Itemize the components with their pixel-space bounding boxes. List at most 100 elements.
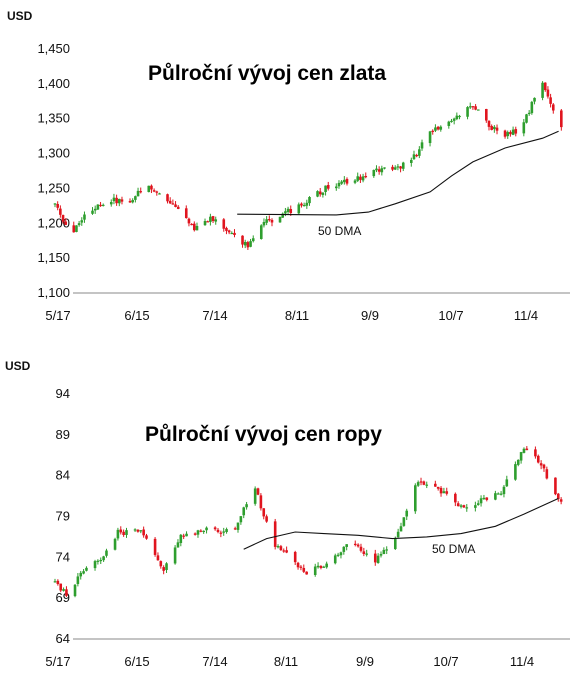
candle-body: [259, 495, 263, 509]
candle-body: [242, 507, 246, 516]
gold-dma-label: 50 DMA: [318, 224, 361, 238]
x-tick-label: 5/17: [45, 654, 70, 669]
oil-dma-line: [243, 497, 559, 550]
candle-body: [401, 162, 405, 169]
candle-body: [325, 563, 328, 568]
candle-body: [302, 205, 306, 207]
candle-body: [202, 530, 205, 533]
candle-body: [79, 572, 83, 577]
candle-body: [116, 529, 120, 539]
candle-body: [62, 589, 65, 591]
oil-chart: USD 64 69 74 79 84 89 94 5/17 6/15 7/14 8/11 9/9 10…: [5, 359, 570, 669]
candle-body: [391, 166, 394, 170]
candle-body: [300, 203, 303, 206]
candle-body: [373, 553, 377, 563]
candle-body: [316, 565, 320, 568]
candle-body: [551, 104, 555, 111]
candle-body: [165, 563, 168, 571]
candle-body: [383, 167, 386, 169]
y-tick-label: 84: [56, 468, 70, 483]
candle-body: [554, 477, 557, 495]
candle-body: [482, 497, 486, 500]
candle-body: [428, 131, 432, 144]
candle-body: [253, 488, 257, 504]
candle-body: [416, 482, 420, 486]
candle-body: [196, 530, 200, 535]
candle-body: [525, 448, 529, 451]
candle-body: [162, 567, 165, 571]
candle-body: [522, 122, 526, 134]
candle-body: [420, 142, 424, 149]
candle-body: [399, 526, 403, 532]
candle-body: [105, 550, 108, 556]
candle-body: [59, 583, 63, 591]
candle-body: [326, 185, 330, 189]
candle-body: [152, 190, 156, 192]
candle-body: [495, 127, 499, 131]
candle-body: [213, 527, 217, 530]
y-tick-label: 1,250: [37, 180, 70, 195]
candle-body: [233, 528, 237, 530]
x-tick-label: 7/14: [202, 654, 227, 669]
candle-body: [122, 531, 125, 536]
candle-body: [187, 218, 191, 224]
candle-body: [412, 154, 416, 160]
candle-body: [490, 126, 493, 130]
oil-dma-label: 50 DMA: [432, 542, 475, 556]
candle-body: [289, 208, 293, 214]
candle-body: [494, 493, 497, 500]
candle-body: [153, 538, 157, 555]
candle-body: [305, 571, 308, 575]
candle-body: [113, 538, 117, 550]
candle-body: [281, 213, 285, 218]
candle-body: [279, 546, 283, 551]
candle-body: [209, 216, 212, 222]
candle-body: [302, 567, 306, 572]
candle-body: [299, 566, 303, 568]
candle-body: [136, 529, 140, 532]
candle-body: [195, 225, 199, 231]
candle-body: [505, 479, 509, 487]
candle-body: [509, 131, 512, 135]
candle-body: [502, 486, 506, 495]
candle-body: [493, 126, 496, 130]
candle-body: [262, 222, 266, 226]
candle-body: [174, 204, 177, 207]
candle-body: [556, 493, 560, 500]
candle-body: [514, 129, 518, 134]
x-tick-label: 9/9: [356, 654, 374, 669]
candle-body: [339, 552, 343, 556]
candle-body: [150, 185, 153, 190]
oil-x-tick-labels: 5/17 6/15 7/14 8/11 9/9 10/7 11/4: [45, 654, 534, 669]
y-tick-label: 1,450: [37, 41, 70, 56]
candle-body: [64, 221, 68, 225]
candle-body: [487, 120, 491, 127]
candle-body: [458, 115, 461, 118]
candle-body: [442, 491, 446, 494]
candle-body: [316, 191, 319, 197]
y-tick-label: 1,350: [37, 111, 70, 126]
candle-body: [393, 538, 397, 550]
candle-body: [199, 530, 203, 532]
candle-body: [278, 216, 282, 223]
candle-body: [342, 546, 346, 552]
candle-body: [543, 82, 547, 91]
candle-body: [365, 553, 368, 555]
candle-body: [193, 223, 196, 231]
candle-body: [227, 230, 231, 233]
candle-body: [293, 551, 297, 563]
candle-body: [527, 112, 531, 115]
x-tick-label: 10/7: [433, 654, 458, 669]
candle-body: [73, 584, 77, 597]
candle-body: [265, 219, 268, 223]
candle-body: [225, 227, 228, 231]
candle-body: [171, 203, 175, 205]
x-tick-label: 6/15: [124, 654, 149, 669]
candle-body: [182, 535, 185, 537]
candle-body: [459, 505, 463, 507]
candle-body: [134, 196, 137, 200]
candle-body: [184, 208, 188, 219]
candle-body: [85, 567, 88, 571]
candle-body: [93, 561, 97, 569]
candle-body: [549, 97, 552, 104]
